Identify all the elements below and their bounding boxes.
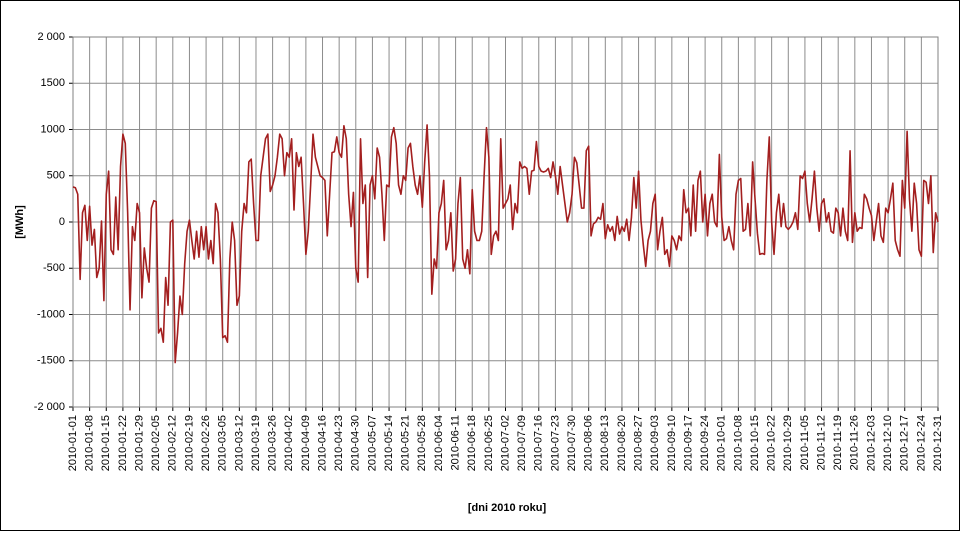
x-tick-label: 2010-05-14 [383, 415, 395, 471]
y-tick-label: 1500 [41, 77, 65, 89]
x-tick-label: 2010-08-06 [583, 415, 595, 471]
x-tick-label: 2010-08-13 [599, 415, 611, 471]
x-tick-label: 2010-05-21 [400, 415, 412, 471]
x-tick-label: 2010-11-12 [815, 415, 827, 470]
x-tick-label: 2010-09-03 [649, 415, 661, 471]
x-tick-label: 2010-04-02 [283, 415, 295, 471]
y-tick-label: -500 [43, 262, 65, 274]
y-tick-label: -1000 [37, 308, 65, 320]
x-tick-label: 2010-09-17 [682, 415, 694, 471]
x-axis-label: [dni 2010 roku] [468, 502, 547, 514]
data-line [72, 124, 939, 364]
x-tick-label: 2010-03-26 [267, 415, 279, 471]
x-tick-label: 2010-10-01 [716, 415, 728, 471]
x-tick-label: 2010-12-03 [865, 415, 877, 471]
x-tick-label: 2010-04-09 [300, 415, 312, 471]
x-tick-label: 2010-10-22 [766, 415, 778, 471]
x-tick-label: 2010-07-30 [566, 415, 578, 471]
x-tick-label: 2010-07-16 [533, 415, 545, 471]
x-tick-label: 2010-08-20 [616, 415, 628, 471]
x-tick-label: 2010-12-17 [899, 415, 911, 471]
x-tick-label: 2010-05-28 [416, 415, 428, 471]
x-tick-label: 2010-03-19 [250, 415, 262, 471]
x-tick-label: 2010-11-26 [849, 415, 861, 470]
x-tick-label: 2010-01-15 [100, 415, 112, 471]
x-tick-label: 2010-01-29 [133, 415, 145, 471]
x-tick-label: 2010-06-25 [483, 415, 495, 471]
x-tick-label: 2010-06-18 [466, 415, 478, 471]
x-tick-label: 2010-10-08 [732, 415, 744, 471]
y-tick-label: 500 [47, 170, 65, 182]
x-tick-label: 2010-07-02 [499, 415, 511, 471]
x-tick-label: 2010-07-23 [549, 415, 561, 471]
x-tick-label: 2010-02-19 [183, 415, 195, 471]
x-tick-label: 2010-11-19 [832, 415, 844, 470]
x-tick-label: 2010-09-24 [699, 415, 711, 471]
y-tick-label: -1500 [37, 355, 65, 367]
x-tick-label: 2010-10-15 [749, 415, 761, 471]
x-tick-label: 2010-03-05 [217, 415, 229, 471]
x-tick-label: 2010-12-24 [915, 415, 927, 471]
x-tick-label: 2010-11-05 [799, 415, 811, 470]
y-tick-label: 0 [59, 216, 65, 228]
x-tick-label: 2010-06-11 [450, 415, 462, 470]
x-tick-label: 2010-06-04 [433, 415, 445, 471]
y-tick-label: 1000 [41, 123, 65, 135]
x-tick-label: 2010-12-31 [932, 415, 944, 471]
y-tick-label: -2 000 [34, 401, 65, 413]
x-tick-label: 2010-09-10 [666, 415, 678, 471]
x-tick-label: 2010-04-30 [350, 415, 362, 471]
x-tick-label: 2010-01-08 [84, 415, 96, 471]
y-tick-label: 2 000 [37, 31, 65, 43]
x-tick-label: 2010-02-05 [150, 415, 162, 471]
x-tick-label: 2010-12-10 [882, 415, 894, 471]
x-tick-label: 2010-05-07 [366, 415, 378, 471]
x-tick-label: 2010-03-12 [233, 415, 245, 471]
x-tick-label: 2010-04-16 [316, 415, 328, 471]
y-axis-label: [MWh] [14, 205, 26, 239]
x-tick-label: 2010-10-29 [782, 415, 794, 471]
x-tick-label: 2010-02-12 [167, 415, 179, 471]
x-tick-label: 2010-01-01 [67, 415, 79, 471]
x-tick-label: 2010-02-26 [200, 415, 212, 471]
x-tick-label: 2010-04-23 [333, 415, 345, 471]
x-tick-label: 2010-08-27 [632, 415, 644, 471]
x-tick-label: 2010-01-22 [117, 415, 129, 471]
x-tick-label: 2010-07-09 [516, 415, 528, 471]
